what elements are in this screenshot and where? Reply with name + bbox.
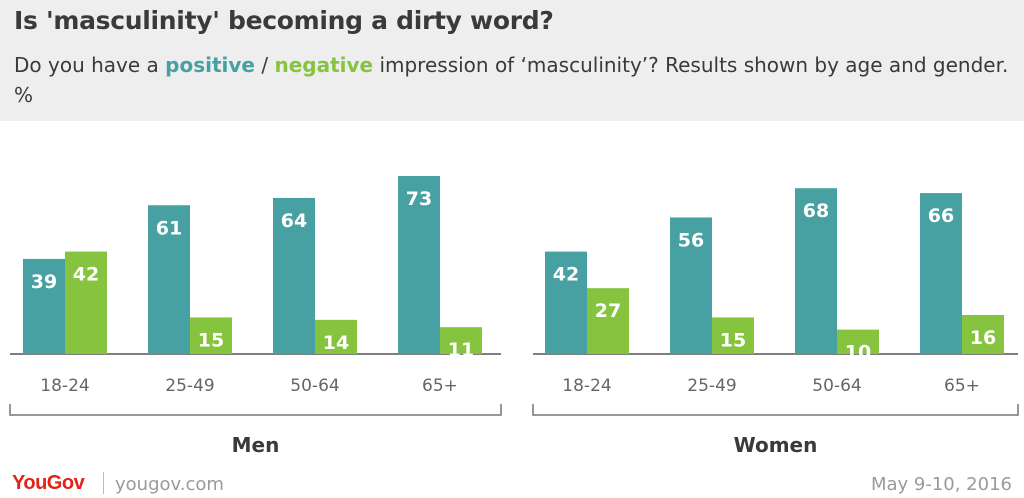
bar-chart: 39 42 18-24 61 15 25-49 64 14 50-64 73 11 65+ Men 42 2… (9, 176, 1019, 457)
bar-negative (65, 251, 107, 354)
bar-negative (712, 317, 754, 354)
data-label: 64 (281, 210, 307, 232)
x-tick-label: 18-24 (40, 376, 89, 396)
data-label: 42 (73, 264, 99, 286)
data-label: 27 (595, 300, 621, 322)
x-tick-label: 65+ (944, 376, 980, 396)
data-label: 15 (198, 329, 224, 351)
chart-title: Is 'masculinity' becoming a dirty word? (14, 6, 554, 35)
bar-positive (920, 193, 962, 354)
subtitle-positive: positive (165, 53, 255, 77)
bar-positive (148, 205, 190, 354)
bar-positive (273, 197, 315, 354)
footer-divider (103, 472, 104, 494)
data-label: 68 (803, 200, 829, 222)
bar-negative (837, 329, 879, 354)
x-tick-label: 25-49 (687, 376, 736, 396)
x-tick-label: 50-64 (290, 376, 339, 396)
x-tick-label: 65+ (422, 376, 458, 396)
footer-site-link[interactable]: yougov.com (115, 474, 224, 495)
subtitle-negative: negative (274, 53, 374, 77)
x-tick-label: 50-64 (812, 376, 861, 396)
data-label: 42 (553, 264, 579, 286)
x-tick-label: 25-49 (165, 376, 214, 396)
data-label: 10 (845, 342, 871, 364)
bar-positive (398, 176, 440, 354)
yougov-logo: YouGov (12, 472, 85, 494)
data-label: 14 (323, 332, 349, 354)
data-label: 15 (720, 329, 746, 351)
bar-negative (315, 319, 357, 354)
x-tick-label: 18-24 (562, 376, 611, 396)
group-label: Men (232, 433, 280, 457)
data-label: 61 (156, 217, 182, 239)
header-band: Is 'masculinity' becoming a dirty word? … (0, 0, 1024, 121)
data-label: 73 (406, 188, 432, 210)
bar-negative (962, 314, 1004, 354)
subtitle-separator: / (255, 53, 275, 77)
data-label: 56 (678, 229, 704, 251)
group-bracket (9, 404, 502, 416)
bar-positive (545, 251, 587, 354)
data-label: 66 (928, 205, 954, 227)
data-label: 16 (970, 327, 996, 349)
bar-positive (795, 188, 837, 354)
bar-negative (440, 327, 482, 354)
group-label: Women (734, 433, 818, 457)
subtitle-text-pre: Do you have a (14, 53, 166, 77)
footer-date: May 9-10, 2016 (870, 474, 1012, 495)
group-bracket (532, 404, 1019, 416)
bar-positive (670, 217, 712, 354)
bar-positive (23, 258, 65, 354)
bar-negative (587, 288, 629, 354)
bar-negative (190, 317, 232, 354)
chart-subtitle: Do you have a positive / negative impres… (14, 50, 1014, 110)
data-label: 39 (31, 271, 57, 293)
subtitle-text-post: impression of ‘masculinity’? Results sho… (14, 53, 1009, 107)
data-label: 11 (448, 339, 474, 361)
